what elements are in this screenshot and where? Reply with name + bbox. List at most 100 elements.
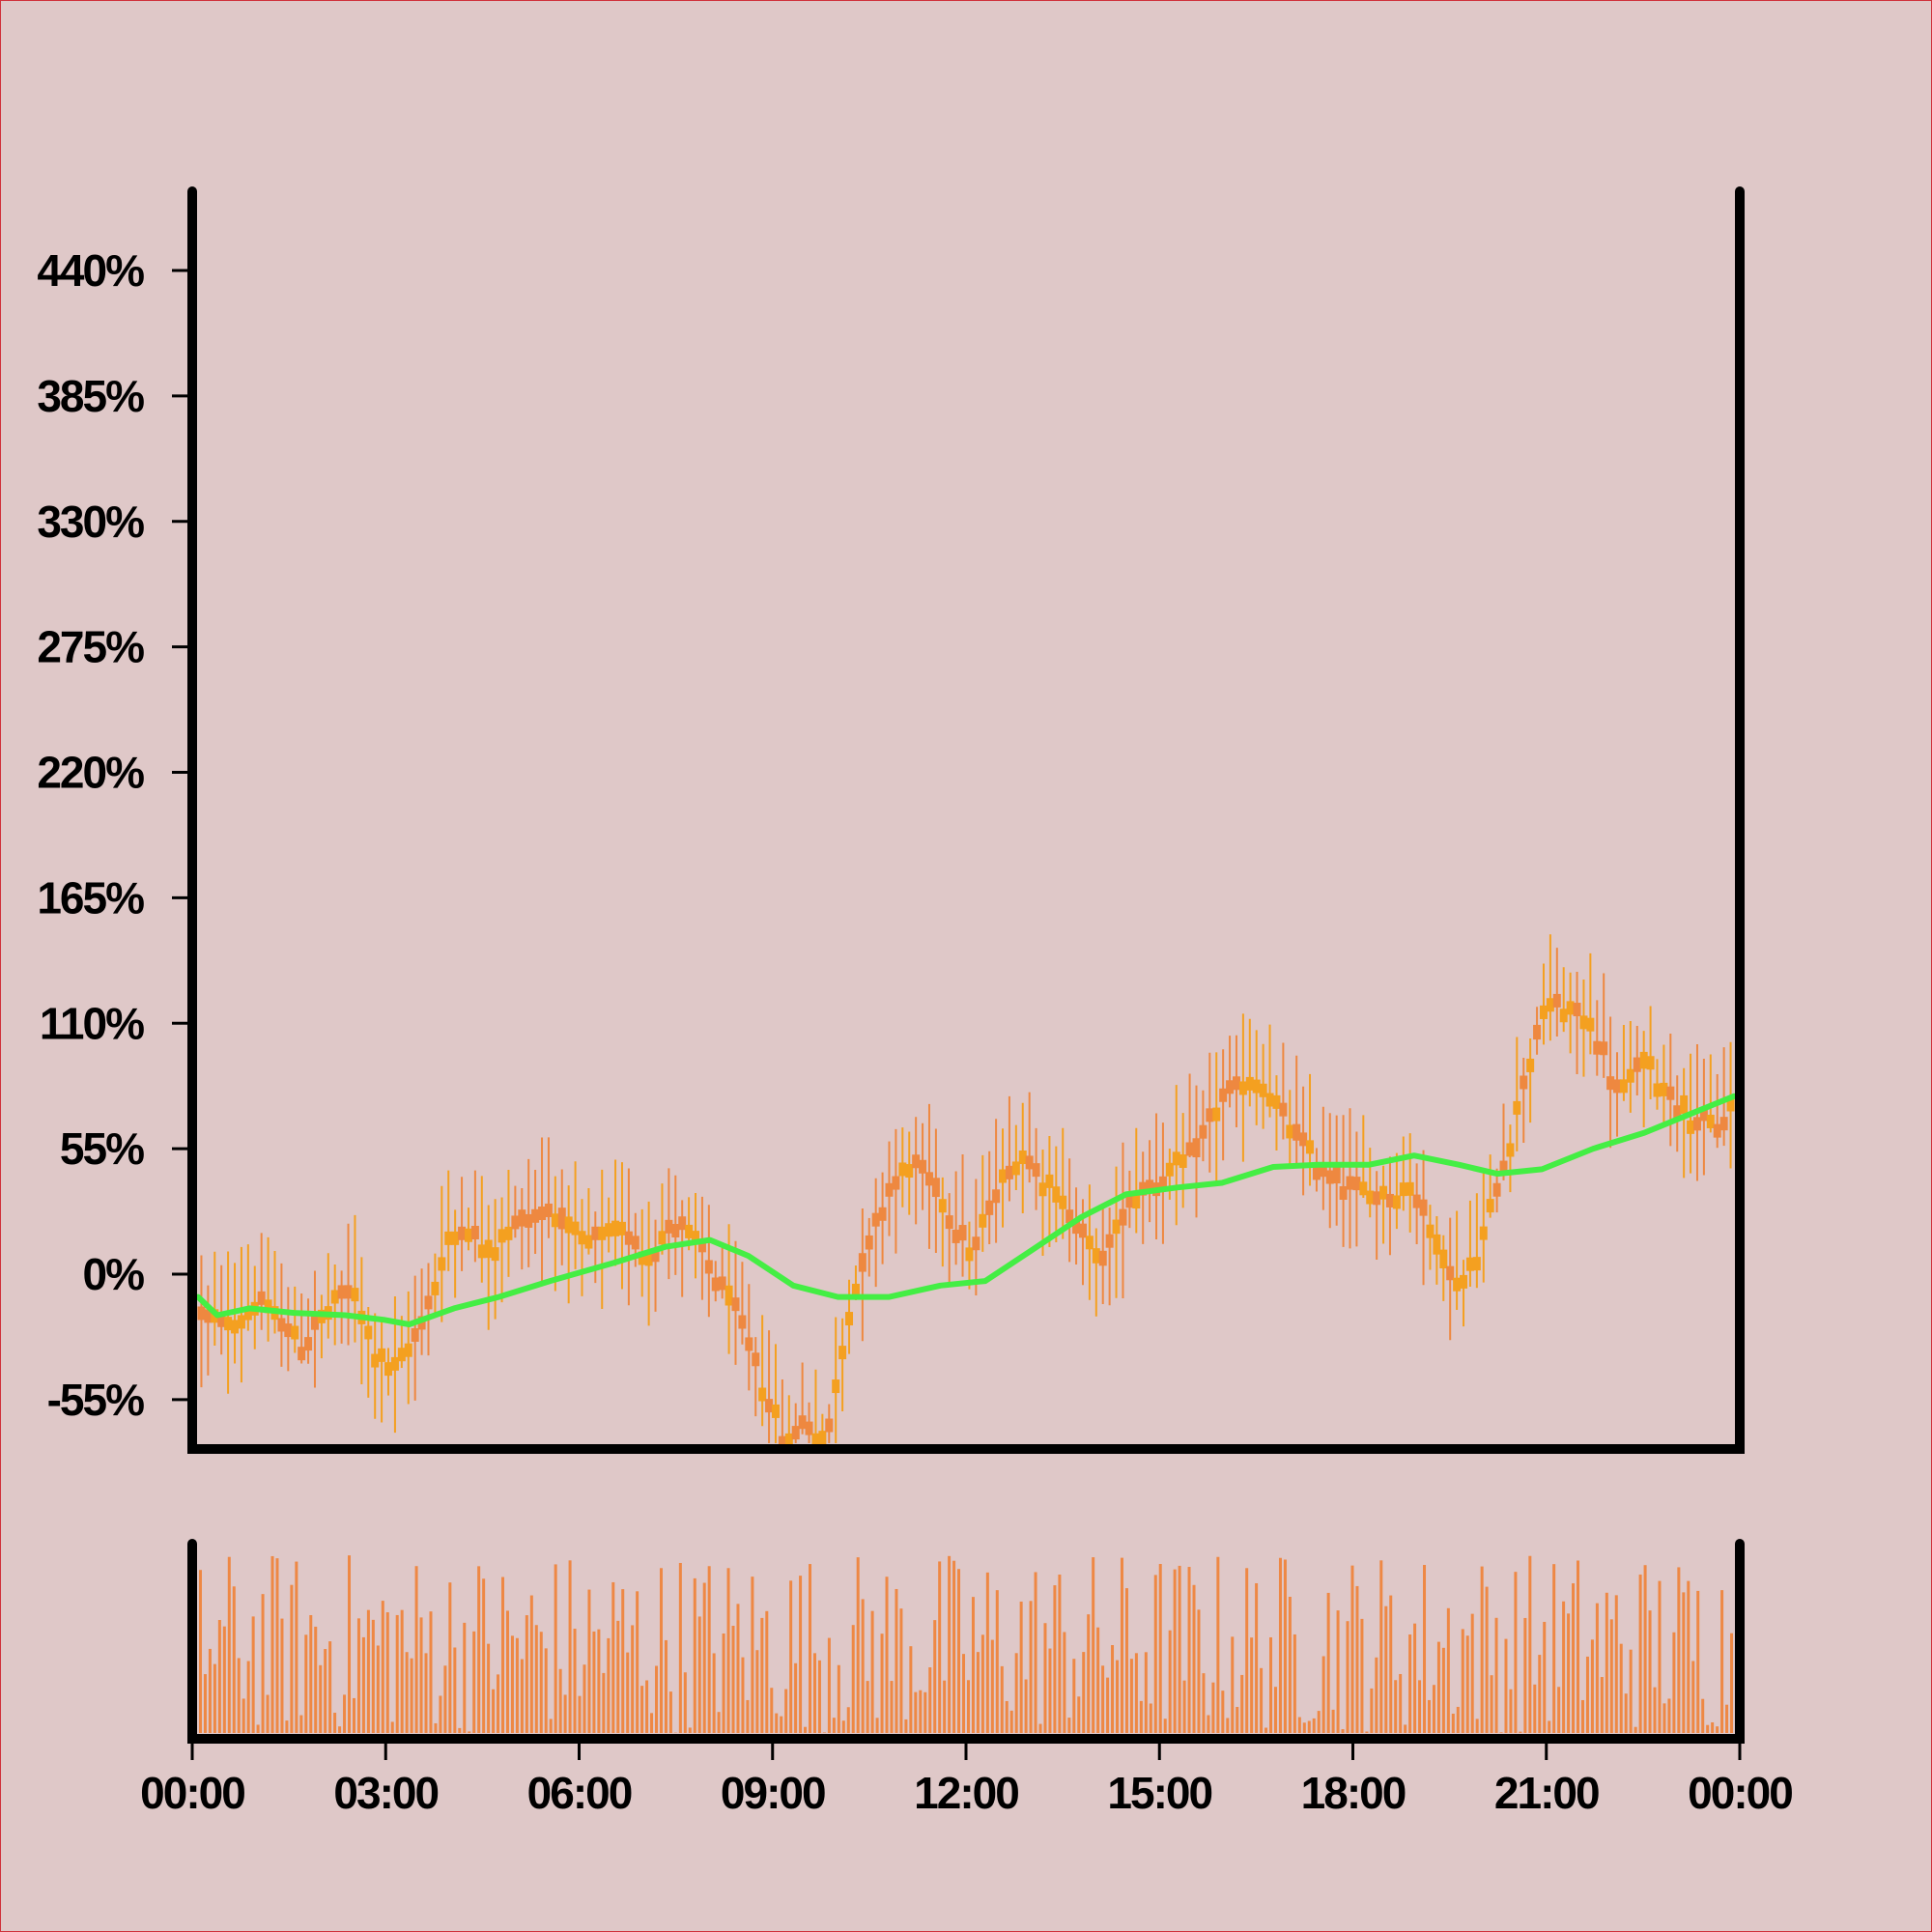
volume-bar xyxy=(1009,1710,1013,1733)
candle-body xyxy=(1192,1138,1201,1158)
volume-bar xyxy=(611,1581,615,1733)
volume-bar xyxy=(919,1690,923,1733)
volume-bar xyxy=(1548,1720,1551,1733)
volume-bar xyxy=(448,1582,452,1733)
candle-body xyxy=(1673,1105,1682,1120)
volume-bar xyxy=(1260,1667,1264,1733)
volume-bar xyxy=(1552,1564,1556,1733)
candle-body xyxy=(1245,1076,1254,1091)
candle-body xyxy=(1539,1005,1548,1019)
volume-bar xyxy=(1461,1629,1464,1733)
candle-body xyxy=(985,1200,994,1215)
volume-bar xyxy=(904,1719,908,1733)
volume-bar xyxy=(995,1590,999,1733)
candle-body xyxy=(999,1169,1008,1183)
volume-bar xyxy=(1077,1696,1081,1733)
candle-body xyxy=(310,1316,319,1330)
volume-bar xyxy=(1101,1665,1105,1733)
x-tick-label: 12:00 xyxy=(914,1768,1018,1818)
volume-bar xyxy=(232,1586,236,1733)
candle-body xyxy=(1726,1097,1735,1112)
candle-body xyxy=(1232,1076,1240,1091)
volume-bar xyxy=(1072,1659,1076,1733)
volume-bar xyxy=(1273,1687,1277,1733)
volume-bar xyxy=(1178,1565,1181,1733)
candle-body xyxy=(304,1337,313,1351)
x-tick-label: 00:00 xyxy=(1688,1768,1792,1818)
volume-bar xyxy=(760,1617,764,1733)
candle-body xyxy=(1112,1219,1121,1235)
candle-body xyxy=(805,1421,813,1435)
candle-body xyxy=(658,1231,667,1245)
candle-body xyxy=(431,1281,440,1295)
candle-body xyxy=(1546,998,1554,1012)
volume-bar xyxy=(668,1691,672,1733)
volume-bar xyxy=(1394,1680,1398,1733)
volume-bar xyxy=(328,1641,332,1733)
volume-bar xyxy=(1456,1706,1460,1733)
volume-bar xyxy=(1231,1636,1235,1733)
volume-bar xyxy=(626,1652,630,1733)
price-axes-frame xyxy=(187,186,1745,1454)
volume-bar xyxy=(1470,1613,1474,1733)
volume-bar xyxy=(866,1681,869,1733)
volume-bar xyxy=(1634,1726,1637,1733)
candle-body xyxy=(945,1215,953,1230)
volume-bar xyxy=(1716,1726,1719,1733)
volume-bar xyxy=(1197,1609,1201,1733)
candle-body xyxy=(371,1353,380,1368)
candle-body xyxy=(1486,1199,1494,1213)
candle-body xyxy=(264,1299,272,1314)
volume-bar xyxy=(1048,1648,1052,1733)
candle-body xyxy=(544,1203,553,1217)
candle-body xyxy=(979,1213,987,1228)
candle-body xyxy=(1293,1123,1301,1141)
volume-bar xyxy=(1302,1722,1306,1733)
candle-body xyxy=(1453,1277,1462,1292)
volume-bar xyxy=(520,1659,524,1733)
candle-body xyxy=(1392,1195,1401,1209)
volume-bar xyxy=(1533,1684,1537,1733)
candle-body xyxy=(858,1253,867,1272)
candle-body xyxy=(551,1213,559,1228)
volume-bar xyxy=(1264,1727,1268,1733)
candle-body xyxy=(364,1325,373,1340)
volume-bar xyxy=(1451,1713,1455,1733)
volume-bar xyxy=(980,1634,984,1733)
candle-body xyxy=(1699,1107,1708,1122)
volume-bar xyxy=(338,1726,342,1733)
volume-bar xyxy=(890,1681,894,1733)
candle-body xyxy=(1072,1220,1081,1235)
candle-body xyxy=(1005,1165,1013,1179)
volume-bar xyxy=(242,1698,245,1733)
candle-body xyxy=(892,1176,900,1190)
volume-bar xyxy=(1653,1687,1657,1733)
candle-body xyxy=(470,1225,479,1239)
volume-bar xyxy=(348,1555,352,1733)
volume-bar xyxy=(443,1665,447,1733)
volume-bar xyxy=(1163,1719,1167,1733)
candle-body xyxy=(557,1208,566,1230)
volume-bar xyxy=(731,1625,735,1733)
volume-bar xyxy=(1336,1610,1340,1733)
candle-body xyxy=(1018,1151,1027,1165)
volume-bar xyxy=(285,1720,289,1733)
candle-body xyxy=(1125,1194,1134,1208)
volume-bar xyxy=(770,1688,774,1733)
x-tick-label: 15:00 xyxy=(1107,1768,1211,1818)
volume-bar xyxy=(424,1653,428,1733)
volume-bar xyxy=(780,1716,783,1733)
candle-body xyxy=(1238,1081,1247,1095)
volume-bar xyxy=(990,1639,994,1733)
volume-bar xyxy=(492,1689,496,1733)
x-tick-label: 00:00 xyxy=(140,1768,244,1818)
volume-bar xyxy=(477,1566,481,1733)
candle-body xyxy=(1593,1040,1602,1055)
candle-body xyxy=(1533,1024,1542,1040)
volume-bar xyxy=(1168,1630,1172,1733)
volume-bar xyxy=(741,1657,745,1733)
candle-body xyxy=(1406,1181,1414,1196)
volume-bar xyxy=(702,1582,706,1733)
candle-body xyxy=(1586,1017,1595,1032)
volume-bar xyxy=(525,1615,528,1733)
